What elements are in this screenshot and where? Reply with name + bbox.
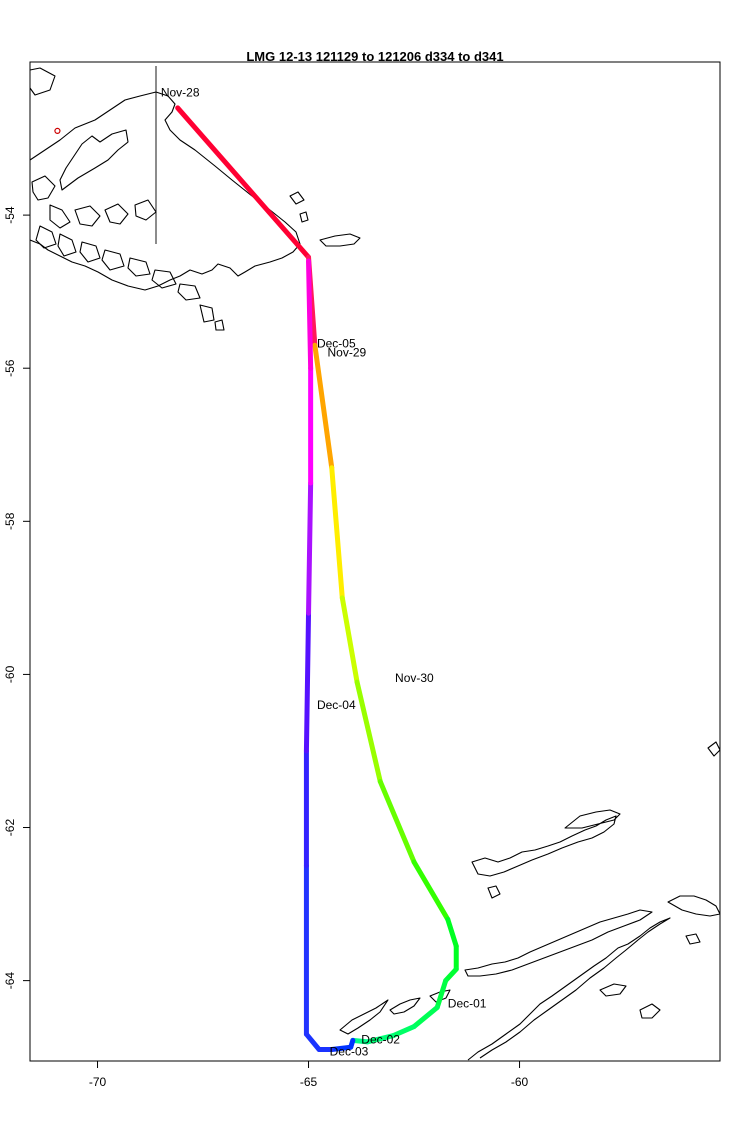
date-label: Dec-01 bbox=[448, 996, 487, 1010]
coastline-inner-strait bbox=[59, 129, 129, 191]
y-axis: -54 -56 -58 -60 -62 -64 bbox=[3, 206, 31, 990]
track-segment bbox=[411, 1004, 440, 1030]
coastline-east-islands bbox=[599, 741, 721, 1019]
date-label: Dec-05 bbox=[317, 337, 356, 351]
track-segment bbox=[329, 1044, 354, 1053]
date-label: Nov-30 bbox=[395, 671, 434, 685]
track-segment bbox=[339, 595, 360, 685]
coastline-staten-island bbox=[319, 233, 361, 247]
x-tick-label: -65 bbox=[300, 1075, 318, 1089]
track-segment bbox=[445, 916, 459, 949]
track-segment bbox=[312, 342, 335, 471]
coastline-patagonia bbox=[29, 67, 301, 291]
y-tick-label: -64 bbox=[3, 972, 17, 990]
date-label: Dec-03 bbox=[330, 1045, 369, 1059]
date-label: Nov-28 bbox=[161, 85, 200, 99]
date-label: Nov-29 bbox=[328, 346, 367, 360]
coastline-small-isles bbox=[289, 191, 309, 223]
track-segment bbox=[175, 105, 312, 260]
x-tick-label: -70 bbox=[89, 1075, 107, 1089]
x-tick-label: -60 bbox=[511, 1075, 529, 1089]
origin-marker bbox=[54, 127, 61, 134]
y-tick-label: -58 bbox=[3, 512, 17, 530]
track-segment bbox=[303, 610, 312, 754]
x-axis: -70 -65 -60 bbox=[89, 1060, 529, 1089]
ship-track bbox=[175, 105, 459, 1053]
date-label: Dec-02 bbox=[361, 1032, 400, 1046]
track-segment bbox=[443, 966, 459, 984]
track-segment bbox=[411, 859, 451, 922]
track-segment bbox=[329, 465, 345, 601]
plot-title: LMG 12-13 121129 to 121206 d334 to d341 bbox=[246, 49, 503, 64]
y-tick-label: -62 bbox=[3, 819, 17, 837]
y-tick-label: -60 bbox=[3, 665, 17, 683]
coastline-south-shetlands bbox=[471, 809, 621, 899]
track-segment bbox=[303, 1031, 322, 1053]
plot-frame bbox=[29, 61, 721, 1062]
track-segment bbox=[365, 1033, 396, 1045]
track-segment bbox=[354, 679, 383, 785]
y-tick-label: -54 bbox=[3, 206, 17, 224]
track-segment bbox=[390, 1024, 417, 1039]
track-segment bbox=[306, 258, 314, 371]
coastline-channel-islands bbox=[31, 175, 225, 331]
coastlines bbox=[29, 67, 721, 1061]
start-marker bbox=[54, 127, 61, 134]
coastline-antarctic-peninsula bbox=[464, 909, 671, 1061]
track-segment bbox=[306, 480, 314, 616]
y-tick-label: -56 bbox=[3, 359, 17, 377]
date-label: Dec-04 bbox=[317, 698, 356, 712]
track-segment bbox=[377, 779, 417, 865]
track-segment bbox=[434, 978, 449, 1010]
coastline-peninsula-west bbox=[339, 989, 451, 1035]
